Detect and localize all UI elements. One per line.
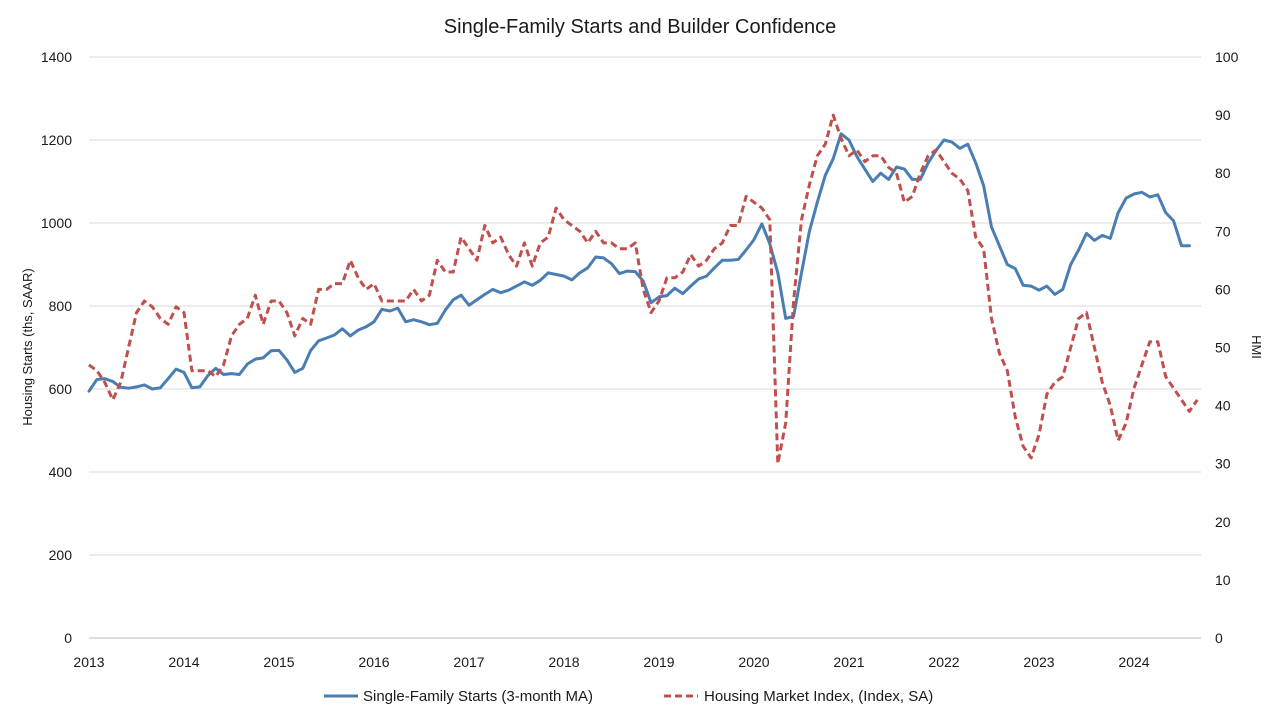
right-y-axis-title: HMI <box>1249 335 1264 359</box>
x-tick-label: 2023 <box>1023 654 1054 670</box>
legend: Single-Family Starts (3-month MA) Housin… <box>324 688 933 705</box>
right-y-tick-label: 40 <box>1215 398 1231 414</box>
x-tick-label: 2015 <box>263 654 294 670</box>
right-y-tick-label: 70 <box>1215 223 1231 239</box>
x-tick-label: 2024 <box>1118 654 1149 670</box>
x-tick-label: 2014 <box>168 654 199 670</box>
x-tick-label: 2017 <box>453 654 484 670</box>
series-line-hmi <box>88 113 1199 466</box>
left-y-tick-label: 800 <box>49 298 73 314</box>
right-y-tick-label: 100 <box>1215 49 1239 65</box>
legend-label-starts: Single-Family Starts (3-month MA) <box>363 688 593 705</box>
legend-label-hmi: Housing Market Index, (Index, SA) <box>704 688 933 705</box>
left-y-tick-label: 400 <box>49 464 73 480</box>
x-tick-label: 2019 <box>643 654 674 670</box>
chart-title: Single-Family Starts and Builder Confide… <box>444 16 836 38</box>
series-line-starts <box>87 132 1191 393</box>
series-layer <box>87 113 1199 466</box>
left-y-tick-label: 1200 <box>41 132 72 148</box>
right-y-axis-ticks: 0 10 20 30 40 50 60 70 80 90 100 <box>1215 49 1239 646</box>
right-y-tick-label: 80 <box>1215 165 1231 181</box>
gridlines <box>89 56 1201 556</box>
left-y-tick-label: 600 <box>49 381 73 397</box>
left-y-axis-ticks: 0 200 400 600 800 1000 1200 1400 <box>41 49 72 646</box>
right-y-tick-label: 50 <box>1215 340 1231 356</box>
x-tick-label: 2016 <box>358 654 389 670</box>
x-tick-label: 2018 <box>548 654 579 670</box>
right-y-tick-label: 60 <box>1215 281 1231 297</box>
left-y-tick-label: 1400 <box>41 49 72 65</box>
left-y-tick-label: 0 <box>64 630 72 646</box>
left-y-tick-label: 1000 <box>41 215 72 231</box>
right-y-tick-label: 90 <box>1215 107 1231 123</box>
x-tick-label: 2013 <box>73 654 104 670</box>
x-axis-ticks: 2013 2014 2015 2016 2017 2018 2019 2020 2021 2022… <box>73 654 1149 670</box>
right-y-tick-label: 0 <box>1215 630 1223 646</box>
x-tick-label: 2020 <box>738 654 769 670</box>
left-y-axis-title: Housing Starts (ths, SAAR) <box>20 268 35 426</box>
left-y-tick-label: 200 <box>49 547 73 563</box>
right-y-tick-label: 10 <box>1215 572 1231 588</box>
x-tick-label: 2021 <box>833 654 864 670</box>
right-y-tick-label: 20 <box>1215 514 1231 530</box>
x-tick-label: 2022 <box>928 654 959 670</box>
right-y-tick-label: 30 <box>1215 456 1231 472</box>
